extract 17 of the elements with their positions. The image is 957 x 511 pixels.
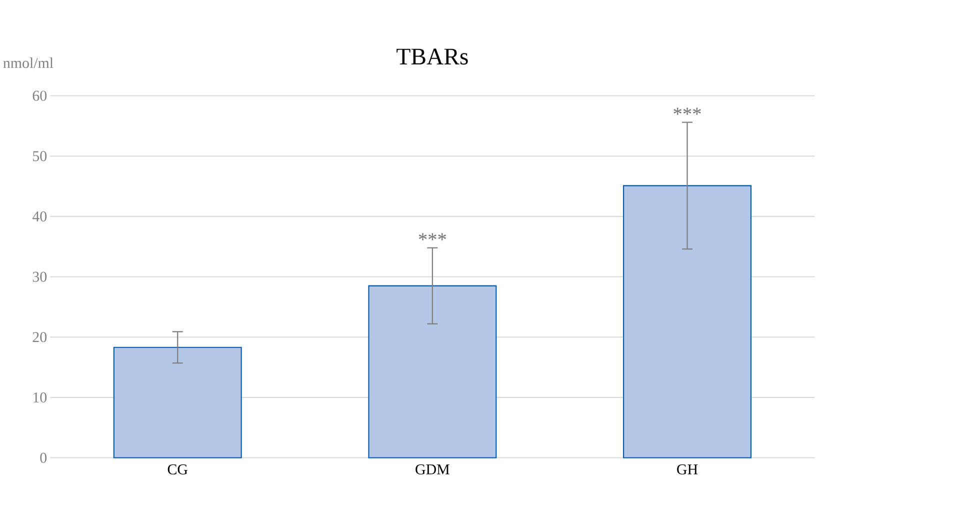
y-tick-label: 0 xyxy=(40,452,47,464)
chart-title: TBARs xyxy=(396,48,468,65)
bar xyxy=(113,347,242,459)
annotation: *** xyxy=(418,233,446,241)
y-tick-label: 60 xyxy=(32,90,47,102)
bar xyxy=(623,185,752,459)
y-tick-label: 50 xyxy=(33,151,47,162)
x-tick-label: GH xyxy=(677,464,698,475)
y-tick-label: 30 xyxy=(32,272,47,282)
annotation: *** xyxy=(674,108,701,116)
y-tick-label: 10 xyxy=(33,392,47,403)
x-tick-label: CG xyxy=(168,464,188,475)
y-tick-label: 40 xyxy=(32,212,47,222)
y-axis-title: nmol/ml xyxy=(3,58,54,68)
bar xyxy=(368,286,497,459)
y-tick-label: 20 xyxy=(32,332,47,342)
x-tick-label: GDM xyxy=(416,464,450,475)
